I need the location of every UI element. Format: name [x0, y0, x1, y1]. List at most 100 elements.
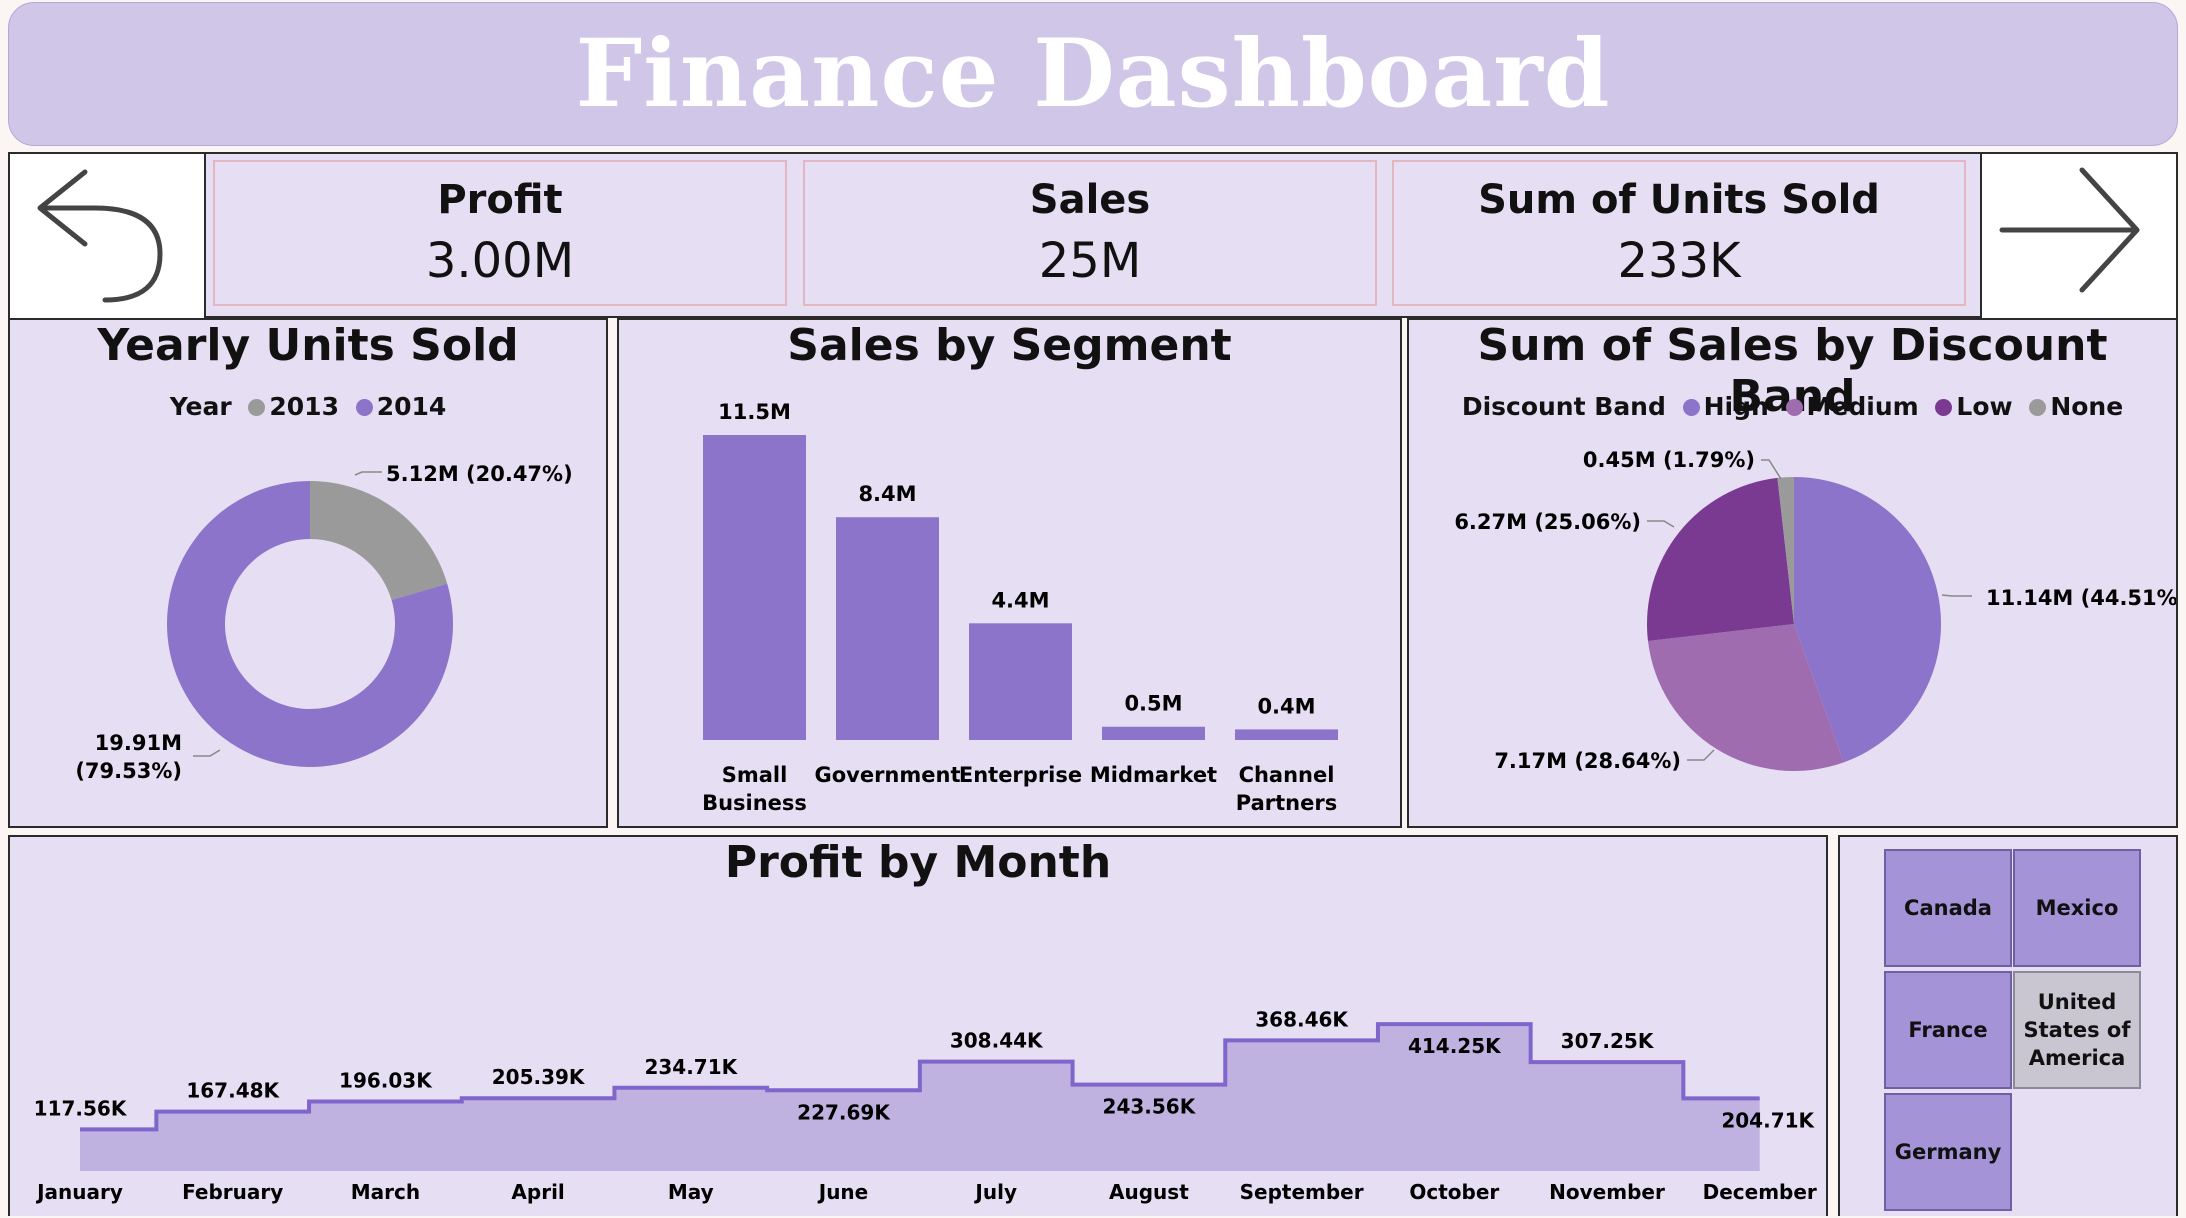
data-label: 414.25K	[1408, 1034, 1502, 1058]
donut-chart: 5.12M (20.47%) 19.91M (79.53%)	[75, 462, 573, 783]
pie-slice-high	[1794, 477, 1941, 763]
category-label: Midmarket	[1090, 763, 1217, 787]
kpi-value: 25M	[1038, 233, 1142, 289]
page-title: Finance Dashboard	[575, 19, 1611, 129]
month-label: May	[668, 1180, 714, 1204]
category-label: Small	[722, 763, 788, 787]
forward-button[interactable]	[1980, 152, 2178, 320]
country-label: Canada	[1904, 896, 1992, 920]
pie-chart: 11.14M (44.51%) 7.17M (28.64%) 6.27M (25.0…	[1454, 448, 2176, 773]
legend-dot	[1785, 399, 1803, 416]
category-label: Channel	[1239, 763, 1335, 787]
month-label: November	[1549, 1180, 1665, 1204]
legend-item: 2014	[376, 392, 447, 421]
data-label: 307.25K	[1561, 1029, 1655, 1053]
country-tile-united-states-of-america[interactable]: United States of America	[2013, 971, 2141, 1089]
country-tile-mexico[interactable]: Mexico	[2013, 849, 2141, 967]
kpi-label: Sum of Units Sold	[1478, 177, 1880, 223]
back-arrow-icon	[37, 169, 163, 303]
bar-channel-partners	[1235, 729, 1338, 740]
month-label: July	[973, 1180, 1017, 1204]
country-tile-germany[interactable]: Germany	[1884, 1093, 2012, 1211]
discount-band-panel: Sum of Sales by Discount Band Discount B…	[1407, 318, 2178, 828]
month-label: June	[817, 1180, 868, 1204]
data-label: 196.03K	[339, 1069, 433, 1093]
month-label: February	[182, 1180, 283, 1204]
title-banner: Finance Dashboard	[8, 2, 2178, 146]
chart-title: Sum of Sales by Discount Band	[1477, 320, 2108, 422]
bar-chart: 11.5M Small Business 8.4M Government 4.4M Ente…	[702, 400, 1338, 815]
category-label: Government	[814, 763, 960, 787]
legend-dot	[1682, 399, 1700, 416]
data-label: 234.71K	[644, 1055, 738, 1079]
yearly-units-panel: Yearly Units Sold Year 2013 2014 5.12M (…	[8, 318, 608, 828]
legend-item: 2013	[269, 392, 339, 421]
legend-title: Discount Band	[1461, 392, 1666, 421]
legend: Year 2013 2014	[10, 392, 606, 421]
area-fill	[80, 1024, 1760, 1171]
pie-slice-low	[1647, 477, 1794, 642]
country-tile-france[interactable]: France	[1884, 971, 2012, 1089]
bar-midmarket	[1102, 726, 1205, 740]
data-label: 117.56K	[34, 1096, 128, 1120]
chart-title: Profit by Month	[724, 837, 1112, 888]
kpi-label: Sales	[1029, 177, 1151, 223]
data-label: 227.69K	[797, 1100, 891, 1124]
legend-item: High	[1703, 392, 1769, 421]
leader-line	[1687, 749, 1715, 761]
data-label: 0.45M (1.79%)	[1583, 448, 1755, 472]
sales-segment-panel: Sales by Segment 11.5M Small Business 8.4M G…	[617, 318, 1402, 828]
category-label: Business	[702, 791, 807, 815]
data-label: 6.27M (25.06%)	[1454, 510, 1641, 534]
leader-line	[193, 749, 221, 757]
country-label: Germany	[1894, 1140, 2002, 1164]
bar-value-label: 0.5M	[1124, 692, 1182, 716]
bar-small-business	[703, 435, 806, 740]
kpi-card-profit: Profit 3.00M	[213, 160, 787, 306]
data-label: 368.46K	[1255, 1007, 1349, 1031]
leader-line	[354, 471, 382, 476]
country-label: United States of America	[2023, 990, 2131, 1070]
legend: Discount Band High Medium Low None	[1409, 392, 2176, 421]
legend-dot	[1935, 399, 1953, 416]
data-label: 205.39K	[492, 1065, 586, 1089]
country-slicer: Canada Mexico France United States of America…	[1838, 835, 2178, 1216]
data-label: 19.91M	[95, 731, 182, 755]
kpi-card-sales: Sales 25M	[803, 160, 1377, 306]
data-label: (79.53%)	[75, 759, 182, 783]
data-label: 11.14M (44.51%)	[1986, 586, 2176, 610]
month-label: December	[1703, 1180, 1817, 1204]
category-label: Partners	[1236, 791, 1337, 815]
donut-slice-2013	[310, 481, 448, 601]
leader-line	[1647, 520, 1675, 528]
legend-item: Medium	[1806, 392, 1919, 421]
legend-item: Low	[1956, 392, 2013, 421]
pie-slice-none	[1777, 477, 1794, 624]
bar-value-label: 0.4M	[1257, 694, 1315, 718]
country-label: France	[1908, 1018, 1988, 1042]
legend-dot	[2029, 399, 2047, 416]
category-label: Enterprise	[959, 763, 1082, 787]
data-label: 243.56K	[1103, 1095, 1197, 1119]
chart-title: Sales by Segment	[787, 320, 1232, 371]
data-label: 167.48K	[186, 1079, 280, 1103]
month-label: August	[1109, 1180, 1189, 1204]
data-label: 5.12M (20.47%)	[386, 462, 573, 486]
legend-item: None	[2050, 392, 2124, 421]
data-label: 7.17M (28.64%)	[1494, 749, 1681, 773]
data-label: 204.71K	[1721, 1108, 1815, 1132]
bar-value-label: 4.4M	[991, 588, 1049, 612]
donut-slice-2014	[167, 481, 454, 767]
back-button[interactable]	[8, 152, 206, 320]
profit-line	[80, 1022, 1760, 1132]
month-label: October	[1409, 1180, 1499, 1204]
area-chart: 117.56K January 167.48K February 196.03K Marc…	[34, 1007, 1817, 1204]
kpi-card-units: Sum of Units Sold 233K	[1392, 160, 1966, 306]
legend-dot	[248, 399, 266, 416]
country-label: Mexico	[2035, 896, 2119, 920]
data-label: 308.44K	[950, 1029, 1044, 1053]
country-tile-canada[interactable]: Canada	[1884, 849, 2012, 967]
leader-line	[1761, 459, 1782, 480]
month-label: September	[1240, 1180, 1364, 1204]
kpi-value: 3.00M	[425, 233, 575, 289]
